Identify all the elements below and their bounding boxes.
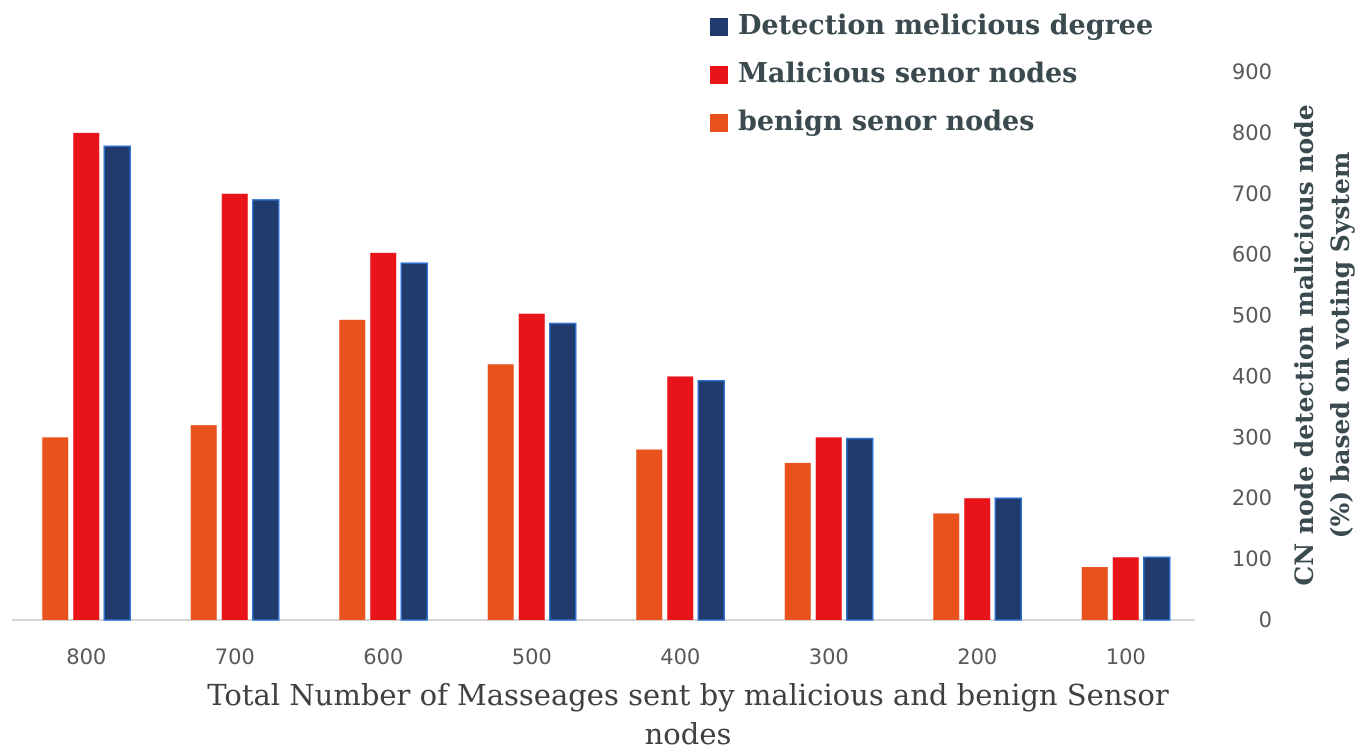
bar-malicious-senor-nodes-100 <box>1112 557 1139 620</box>
legend-label: Detection melicious degree <box>738 10 1153 41</box>
y-tick-label: 800 <box>1232 121 1272 145</box>
y-tick-label: 300 <box>1232 425 1272 449</box>
y-axis-title-line2: (%) based on voting System <box>1326 152 1355 539</box>
y-tick-label: 0 <box>1259 608 1272 632</box>
bar-detection-melicious-degree-800 <box>103 145 131 621</box>
y-tick-label: 400 <box>1232 364 1272 388</box>
legend-label: benign senor nodes <box>738 106 1034 137</box>
legend-swatch-detection-melicious-degree <box>710 18 728 36</box>
legend-swatch-malicious-senor-nodes <box>710 66 728 84</box>
x-axis-title-line2: nodes <box>645 717 732 751</box>
x-tick-label: 300 <box>809 645 849 669</box>
bar-detection-melicious-degree-200 <box>994 497 1022 621</box>
x-tick-label: 200 <box>957 645 997 669</box>
x-tick-label: 600 <box>363 645 403 669</box>
y-tick-label: 200 <box>1232 486 1272 510</box>
bar-benign-senor-nodes-100 <box>1081 567 1108 620</box>
bar-malicious-senor-nodes-300 <box>815 437 842 620</box>
bar-benign-senor-nodes-500 <box>487 364 514 620</box>
y-tick-label: 700 <box>1232 182 1272 206</box>
bar-benign-senor-nodes-600 <box>339 319 366 620</box>
bar-malicious-senor-nodes-500 <box>518 313 545 620</box>
bar-malicious-senor-nodes-200 <box>964 498 991 620</box>
x-tick-label: 800 <box>66 645 106 669</box>
bar-malicious-senor-nodes-700 <box>221 193 248 620</box>
bar-detection-melicious-degree-700 <box>252 199 280 621</box>
x-tick-labels: 800 700 600 500 400 300 200 100 <box>66 645 1146 669</box>
y-axis-title-line1: CN node detection malicious node <box>1290 104 1319 585</box>
bar-malicious-senor-nodes-600 <box>370 252 397 620</box>
bars-group <box>42 132 1171 621</box>
bar-benign-senor-nodes-300 <box>784 462 811 620</box>
bar-detection-melicious-degree-300 <box>846 437 874 621</box>
y-tick-labels: 0 100 200 300 400 500 600 700 800 900 <box>1232 60 1272 632</box>
legend-label: Malicious senor nodes <box>738 58 1077 89</box>
legend-swatch-benign-senor-nodes <box>710 114 728 132</box>
legend: Detection melicious degree Malicious seno… <box>710 10 1153 137</box>
bar-benign-senor-nodes-800 <box>42 437 69 620</box>
x-tick-label: 400 <box>660 645 700 669</box>
bar-benign-senor-nodes-700 <box>190 425 217 620</box>
y-tick-label: 100 <box>1232 547 1272 571</box>
bar-detection-melicious-degree-500 <box>549 322 577 621</box>
bar-detection-melicious-degree-100 <box>1143 556 1171 621</box>
y-tick-label: 600 <box>1232 243 1272 267</box>
bar-benign-senor-nodes-200 <box>933 513 960 620</box>
bar-detection-melicious-degree-600 <box>400 262 428 621</box>
bar-detection-melicious-degree-400 <box>697 379 725 621</box>
x-tick-label: 100 <box>1106 645 1146 669</box>
bar-malicious-senor-nodes-400 <box>667 376 694 620</box>
x-tick-label: 700 <box>215 645 255 669</box>
y-tick-label: 500 <box>1232 304 1272 328</box>
x-tick-label: 500 <box>512 645 552 669</box>
bar-benign-senor-nodes-400 <box>636 449 663 620</box>
y-tick-label: 900 <box>1232 60 1272 84</box>
bar-malicious-senor-nodes-800 <box>73 132 100 620</box>
x-axis-title-line1: Total Number of Masseages sent by malici… <box>207 678 1169 712</box>
